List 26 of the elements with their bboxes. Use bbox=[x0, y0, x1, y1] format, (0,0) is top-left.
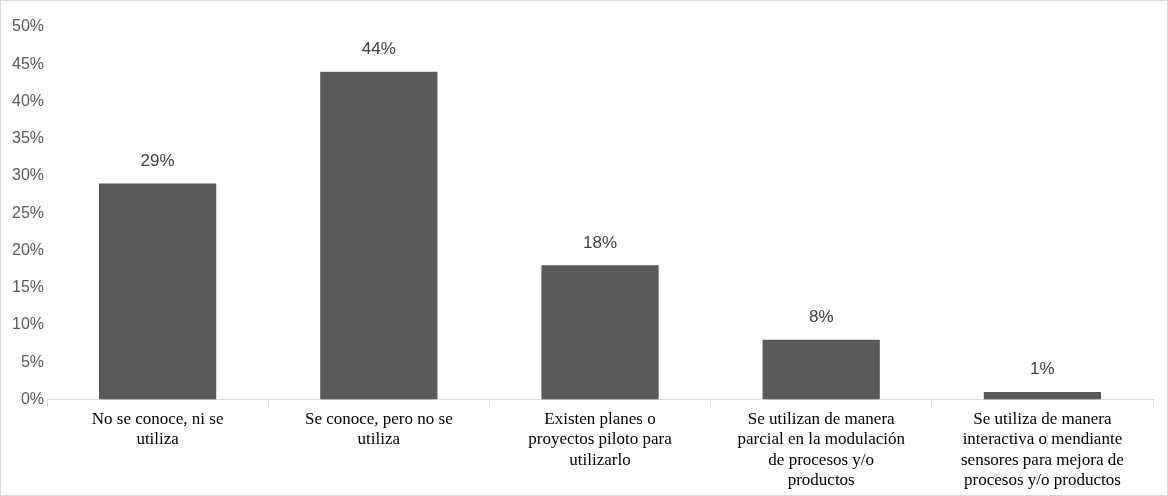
y-tick-label: 5% bbox=[20, 352, 45, 370]
x-tick-label: Se conoce, pero no se utiliza bbox=[304, 409, 453, 449]
x-tick-label: No se conoce, ni se utiliza bbox=[91, 409, 224, 449]
y-tick-label: 40% bbox=[11, 91, 45, 109]
x-tick-label: Se utilizan de manera parcial en la modulación de procesos y/o productos bbox=[737, 409, 906, 490]
y-tick-label: 20% bbox=[11, 240, 45, 258]
y-tick-label: 25% bbox=[11, 203, 45, 221]
y-tick-label: 0% bbox=[20, 389, 45, 407]
y-tick-label: 45% bbox=[11, 54, 45, 72]
data-label: 18% bbox=[583, 232, 618, 252]
x-tick-label: Se utiliza de manera interactiva o mendiante sensores para mejora de procesos y/o productos bbox=[960, 409, 1124, 490]
bar bbox=[983, 391, 1102, 400]
bar bbox=[320, 71, 438, 400]
data-label: 44% bbox=[361, 38, 396, 58]
y-tick-label: 50% bbox=[11, 17, 45, 35]
data-label: 1% bbox=[1030, 359, 1055, 379]
y-tick-label: 35% bbox=[11, 129, 45, 147]
bar bbox=[762, 339, 880, 400]
x-tick-label: Existen planes o proyectos piloto para utilizarlo bbox=[528, 409, 673, 469]
y-tick-label: 30% bbox=[11, 166, 45, 184]
bar bbox=[541, 265, 659, 400]
bar bbox=[99, 183, 217, 400]
y-tick-label: 10% bbox=[11, 315, 45, 333]
data-label: 29% bbox=[140, 150, 175, 170]
y-tick-label: 15% bbox=[11, 278, 45, 296]
data-label: 8% bbox=[808, 307, 834, 326]
